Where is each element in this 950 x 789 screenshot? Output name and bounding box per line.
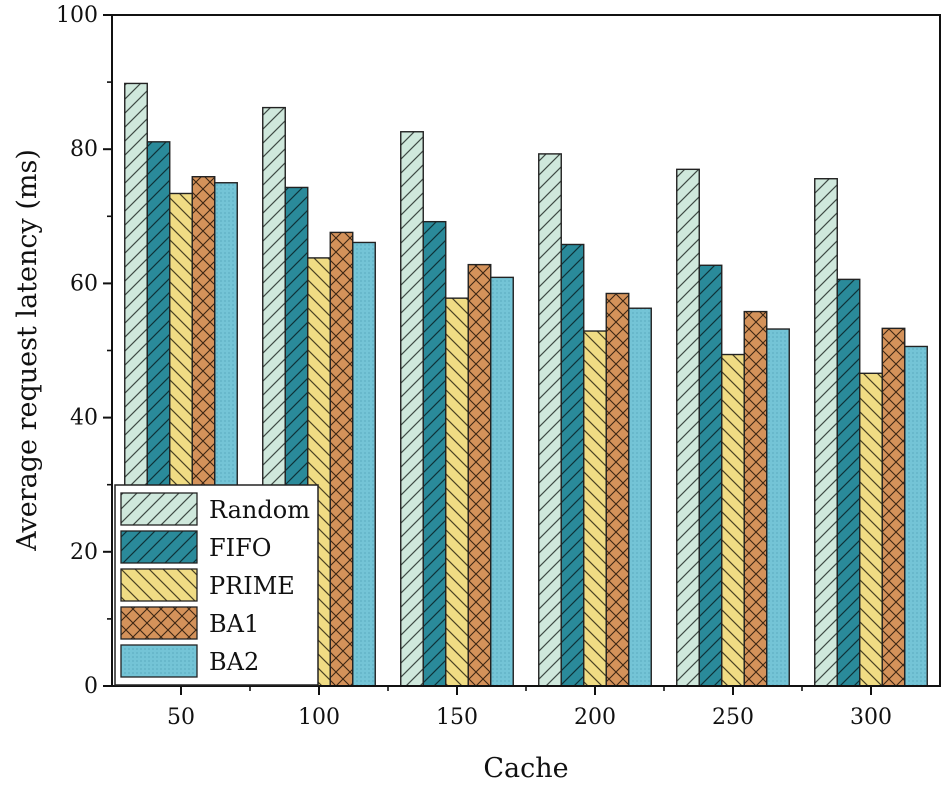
x-tick-label: 100 — [298, 705, 340, 730]
bar-prime-300 — [859, 372, 883, 687]
bar-ba2-300 — [904, 345, 928, 687]
y-axis-title: Average request latency (ms) — [12, 149, 43, 552]
bar-ba2-150 — [490, 276, 514, 687]
bar-fifo-200 — [560, 243, 585, 687]
bar-ba2-100 — [352, 241, 376, 687]
bar-random-250 — [676, 168, 700, 687]
legend-swatch-random — [120, 492, 198, 526]
legend-label-ba1: BA1 — [209, 610, 259, 638]
bar-prime-250 — [721, 353, 745, 687]
legend-label-fifo: FIFO — [209, 534, 271, 562]
bar-ba1-150 — [467, 263, 492, 687]
x-tick-label: 50 — [167, 705, 195, 730]
bar-prime-150 — [445, 297, 469, 687]
bar-fifo-150 — [422, 220, 447, 687]
bar-ba2-200 — [628, 307, 652, 687]
y-tick-label: 100 — [56, 3, 98, 28]
y-tick-label: 0 — [84, 674, 98, 699]
y-tick-label: 20 — [70, 540, 98, 565]
bar-random-200 — [538, 153, 562, 687]
bar-ba1-100 — [329, 231, 354, 687]
y-tick-label: 60 — [70, 271, 98, 296]
bar-ba1-250 — [743, 310, 768, 687]
legend-swatch-fifo — [120, 530, 198, 564]
bar-random-300 — [814, 178, 838, 687]
y-tick-label: 40 — [70, 406, 98, 431]
bar-random-150 — [400, 131, 424, 687]
legend-label-random: Random — [209, 496, 310, 524]
bar-fifo-300 — [836, 278, 861, 687]
x-tick-label: 250 — [712, 705, 754, 730]
legend-label-prime: PRIME — [209, 572, 295, 600]
bars-layer — [124, 82, 928, 687]
legend-swatch-ba1 — [120, 606, 198, 640]
legend-label-ba2: BA2 — [209, 648, 259, 676]
bar-fifo-250 — [698, 264, 723, 687]
x-tick-label: 300 — [850, 705, 892, 730]
legend-swatch-prime — [120, 568, 198, 602]
bar-ba1-200 — [605, 292, 630, 687]
x-tick-label: 150 — [436, 705, 478, 730]
x-axis-title: Cache — [483, 753, 568, 784]
legend-swatch-ba2 — [120, 644, 198, 678]
bar-ba2-250 — [766, 328, 790, 687]
y-tick-label: 80 — [70, 137, 98, 162]
bar-prime-200 — [583, 330, 607, 687]
bar-ba1-300 — [881, 327, 906, 687]
legend: Random FIFO PRIME BA1 BA2 — [114, 484, 319, 686]
x-tick-label: 200 — [574, 705, 616, 730]
ticks-layer: 0 20 40 60 80 100 50 100 150 200 250 300 — [56, 3, 892, 730]
